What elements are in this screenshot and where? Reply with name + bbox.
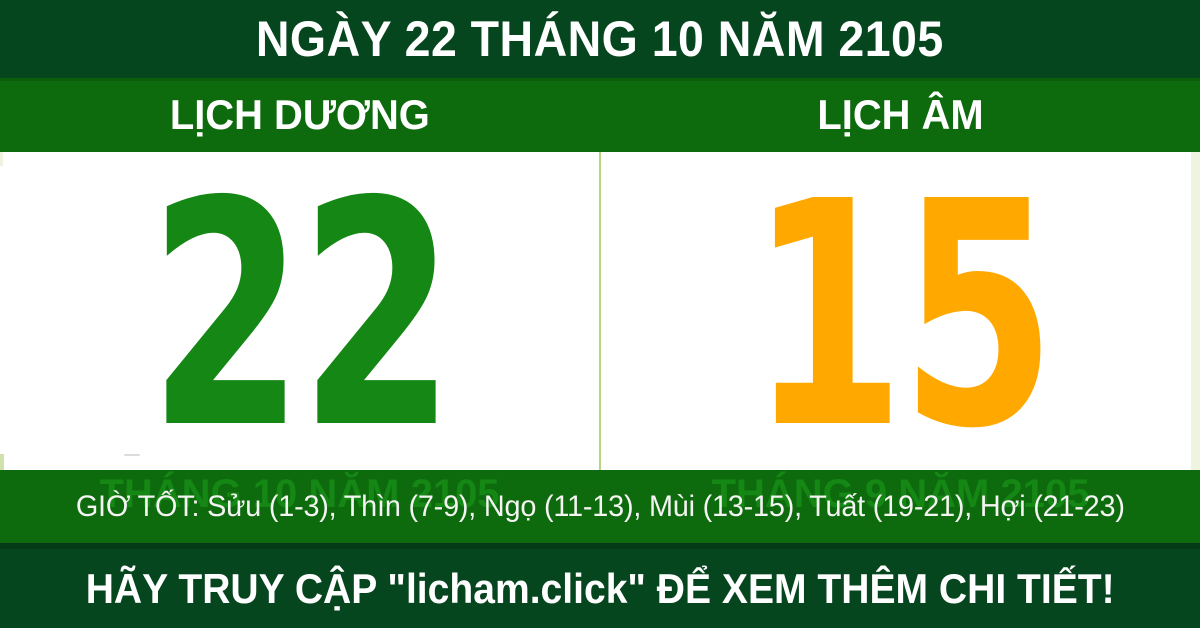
- lunar-panel: 15 THÁNG 9 NĂM 2105: [601, 136, 1200, 517]
- solar-day-number: 22: [148, 136, 455, 497]
- page-edge-left-bottom: [0, 454, 4, 470]
- date-banner: NGÀY 22 THÁNG 10 NĂM 2105: [0, 0, 1200, 78]
- page-edge-right: [1191, 152, 1200, 470]
- good-hours-text: GIỜ TỐT: Sửu (1-3), Thìn (7-9), Ngọ (11-…: [75, 489, 1125, 523]
- panel-divider: [599, 152, 601, 470]
- solar-header-label: LỊCH DƯƠNG: [170, 91, 430, 138]
- page-edge-left-top: [0, 152, 3, 166]
- footer-banner: HÃY TRUY CẬP "licham.click" ĐỂ XEM THÊM …: [0, 543, 1200, 628]
- lunar-header-cell: LỊCH ÂM: [600, 78, 1200, 152]
- good-hours-bar: GIỜ TỐT: Sửu (1-3), Thìn (7-9), Ngọ (11-…: [0, 470, 1200, 543]
- lunar-header-label: LỊCH ÂM: [816, 91, 984, 138]
- solar-panel: 22 THÁNG 10 NĂM 2105: [0, 136, 599, 517]
- lunar-month-year-label: THÁNG 9 NĂM 2105: [711, 472, 1090, 516]
- calendar-body: 22 THÁNG 10 NĂM 2105 15 THÁNG 9 NĂM 2105: [0, 136, 1200, 517]
- date-banner-title: NGÀY 22 THÁNG 10 NĂM 2105: [256, 11, 944, 67]
- solar-header-cell: LỊCH DƯƠNG: [0, 78, 600, 152]
- smudge-mark: [124, 454, 140, 456]
- calendar-header-row: LỊCH DƯƠNG LỊCH ÂM: [0, 78, 1200, 152]
- lunar-day-number: 15: [749, 136, 1056, 497]
- footer-cta-text: HÃY TRUY CẬP "licham.click" ĐỂ XEM THÊM …: [85, 564, 1115, 612]
- solar-month-year-label: THÁNG 10 NĂM 2105: [99, 472, 500, 516]
